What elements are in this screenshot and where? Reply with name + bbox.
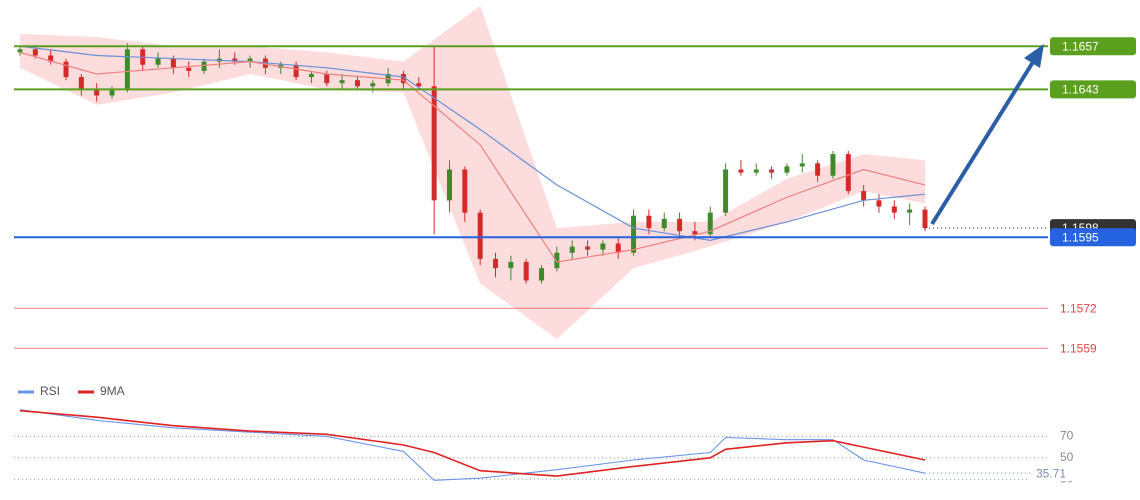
moving-average xyxy=(19,45,926,242)
candle-body xyxy=(861,191,867,201)
candle-body xyxy=(48,55,54,62)
forecast-arrow xyxy=(930,44,1044,226)
candle-body xyxy=(523,261,529,281)
indicator-line xyxy=(19,409,926,477)
current-value-tag xyxy=(1030,465,1090,482)
level-tag xyxy=(1050,80,1136,99)
candle-body xyxy=(600,243,606,250)
candle-body xyxy=(569,246,575,253)
candle-body xyxy=(186,67,192,71)
indicator-line xyxy=(19,409,926,481)
candle-body xyxy=(631,215,637,253)
candle-body xyxy=(446,169,452,201)
candle-body xyxy=(477,212,483,259)
candle-body xyxy=(155,58,161,65)
candle-body xyxy=(339,80,345,84)
candle-body xyxy=(707,212,713,235)
candle-body xyxy=(493,258,499,269)
candle-body xyxy=(63,61,69,78)
candle-body xyxy=(293,64,299,78)
candle-body xyxy=(554,252,560,269)
candle-body xyxy=(876,200,882,207)
candle-body xyxy=(17,49,23,53)
candle-body xyxy=(815,163,821,176)
candle-body xyxy=(462,169,468,213)
arrow-head xyxy=(1024,44,1044,68)
candle-body xyxy=(661,218,667,229)
candle-body xyxy=(922,209,928,229)
candle-body xyxy=(539,268,545,281)
candle-body xyxy=(692,231,698,235)
legend-label: 9MA xyxy=(100,384,125,398)
candle-body xyxy=(784,166,790,173)
level-label: 1.1572 xyxy=(1060,301,1097,315)
candle-body xyxy=(201,61,207,71)
candle-body xyxy=(769,169,775,173)
level-label: 1.1559 xyxy=(1060,341,1097,355)
bollinger-band xyxy=(20,6,925,340)
candle-body xyxy=(431,86,437,201)
moving-average xyxy=(19,51,926,263)
legend-label: RSI xyxy=(40,384,60,398)
candle-body xyxy=(170,58,176,68)
candle-body xyxy=(370,83,376,87)
level-label: 1.1643 xyxy=(1062,83,1099,97)
arrow-shaft xyxy=(930,60,1035,226)
candle-body xyxy=(109,89,115,96)
candle-body xyxy=(738,169,744,173)
plot: 1.16571.16431.15981.15951.15721.15597050… xyxy=(14,6,1136,485)
candle-body xyxy=(677,218,683,232)
level-label: 1.1595 xyxy=(1062,230,1099,244)
level-tag xyxy=(1050,37,1136,56)
candle-body xyxy=(32,49,38,56)
candle-body xyxy=(615,243,621,253)
candle-body xyxy=(830,154,836,176)
candle-body xyxy=(354,80,360,87)
candle-body xyxy=(124,49,130,90)
candle-body xyxy=(416,83,422,87)
candle-body xyxy=(508,261,514,269)
candle-body xyxy=(78,77,84,90)
candle-body xyxy=(907,209,913,213)
level-label: 1.1657 xyxy=(1062,39,1099,53)
candle-body xyxy=(585,246,591,250)
candle-body xyxy=(232,58,238,62)
candle-body xyxy=(324,73,330,84)
candle-body xyxy=(723,169,729,213)
current-value-label: 35.71 xyxy=(1036,466,1066,480)
candle-body xyxy=(308,73,314,78)
candle-body xyxy=(891,206,897,213)
y-tick-label: 70 xyxy=(1060,429,1074,443)
candle-body xyxy=(799,163,805,167)
candle-body xyxy=(400,73,406,84)
candle-body xyxy=(845,154,851,192)
candle-body xyxy=(94,89,100,96)
y-tick-label: 50 xyxy=(1060,450,1074,464)
candle-body xyxy=(753,169,759,173)
candle-body xyxy=(247,58,253,62)
candle-body xyxy=(646,215,652,229)
level-tag xyxy=(1050,228,1136,247)
